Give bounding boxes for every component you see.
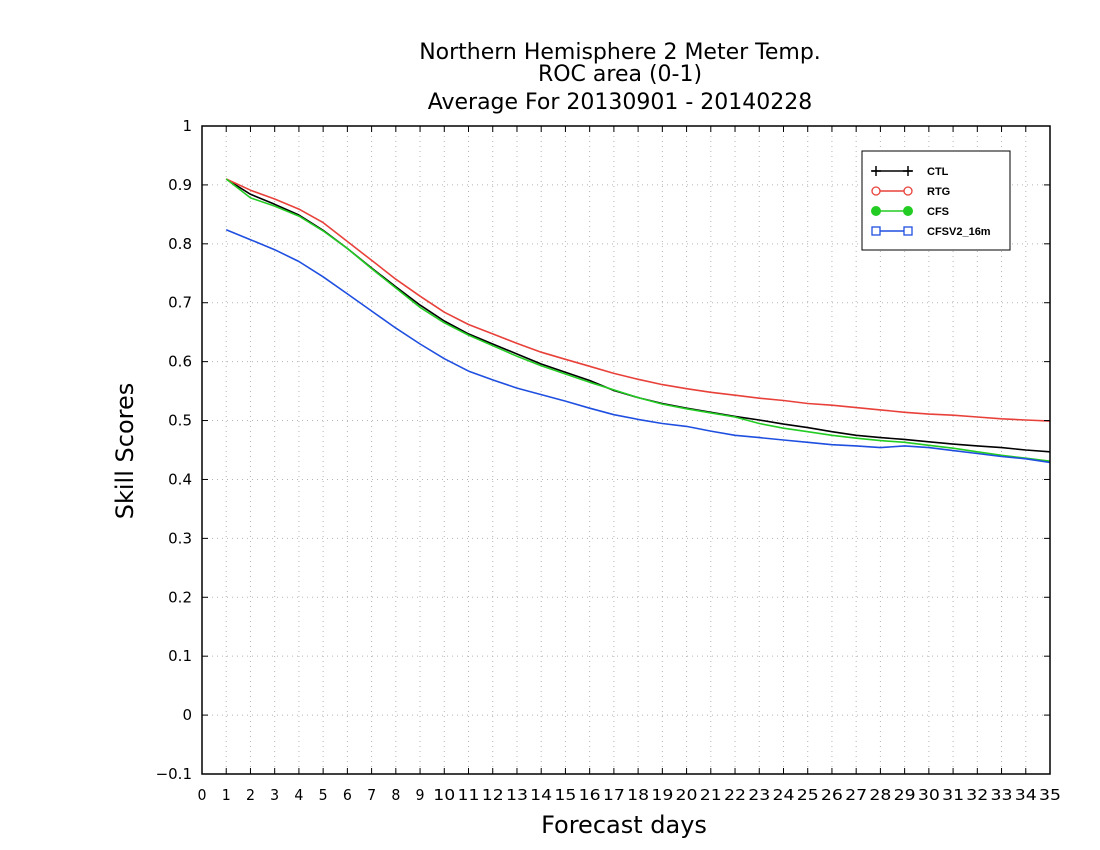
x-tick-label: 24 [772, 786, 794, 804]
x-tick-label: 12 [482, 786, 504, 804]
x-tick-label: 34 [1015, 786, 1037, 804]
x-tick-label: 28 [869, 786, 891, 804]
legend-marker-square-open [871, 226, 881, 236]
x-tick-label: 19 [651, 786, 673, 804]
x-tick-label: 13 [506, 786, 528, 804]
x-tick-label: 11 [458, 786, 480, 804]
chart-title-line-1: Northern Hemisphere 2 Meter Temp. [419, 40, 821, 65]
x-tick-label: 2 [246, 786, 255, 804]
x-tick-label: 29 [894, 786, 916, 804]
x-tick-label: 26 [821, 786, 843, 804]
legend-marker-plus [871, 166, 881, 176]
x-tick-label: 15 [554, 786, 576, 804]
x-tick-label: 32 [966, 786, 988, 804]
legend: CTL RTG CFS CFSV2_16m [861, 150, 1011, 251]
legend-marker-circle-open [903, 186, 913, 196]
y-tick-label: 0.3 [168, 529, 192, 547]
x-tick-label: 23 [748, 786, 770, 804]
y-tick-label: 0.7 [168, 294, 192, 312]
x-tick-label: 17 [603, 786, 625, 804]
axis-ticks: 0 1 2 3 4 5 6 7 8 9 10 11 12 13 14 15 16 17 18 19 20 21 22 23 24… [156, 117, 1061, 804]
x-tick-label: 7 [367, 786, 376, 804]
legend-marker-circle-open [871, 186, 881, 196]
x-tick-label: 21 [700, 786, 722, 804]
x-tick-label: 18 [627, 786, 649, 804]
x-tick-label: 31 [942, 786, 964, 804]
legend-label: CTL [927, 166, 949, 178]
y-axis-label: Skill Scores [111, 383, 139, 520]
y-tick-label: 0.8 [168, 235, 192, 253]
legend-box [861, 150, 1011, 251]
y-tick-label: 0.2 [168, 588, 192, 606]
series-line-cfs [225, 178, 1051, 462]
legend-marker-circle-filled [903, 206, 913, 216]
legend-items: CTL RTG CFS CFSV2_16m [871, 166, 991, 238]
legend-marker-plus [903, 166, 913, 176]
series-lines [225, 178, 1051, 464]
x-tick-label: 3 [270, 786, 279, 804]
x-tick-label: 16 [579, 786, 601, 804]
x-tick-label: 33 [991, 786, 1013, 804]
y-tick-label: 1 [182, 117, 192, 135]
y-tick-label: 0.4 [168, 470, 192, 488]
legend-label: RTG [927, 186, 950, 198]
x-tick-label: 9 [416, 786, 425, 804]
y-tick-label: −0.1 [156, 765, 192, 783]
legend-label: CFS [927, 206, 949, 218]
series-line-rtg [225, 178, 1051, 422]
y-tick-label: 0.9 [168, 176, 192, 194]
x-tick-label: 10 [433, 786, 455, 804]
x-tick-label: 14 [530, 786, 552, 804]
x-tick-label: 4 [294, 786, 303, 804]
x-tick-label: 30 [918, 786, 940, 804]
x-tick-label: 6 [343, 786, 352, 804]
x-tick-label: 35 [1039, 786, 1061, 804]
x-tick-label: 27 [845, 786, 867, 804]
chart-title-line-3: Average For 20130901 - 20140228 [428, 90, 813, 115]
y-tick-label: 0.5 [168, 412, 192, 430]
legend-marker-circle-filled [871, 206, 881, 216]
y-tick-label: 0.6 [168, 353, 192, 371]
grid-lines [202, 126, 1050, 774]
x-tick-label: 25 [797, 786, 819, 804]
chart-title-line-2: ROC area (0-1) [538, 62, 702, 87]
x-tick-label: 0 [198, 786, 207, 804]
x-axis-label: Forecast days [541, 811, 707, 839]
y-tick-label: 0.1 [168, 647, 192, 665]
y-tick-label: 0 [182, 706, 192, 724]
legend-label: CFSV2_16m [927, 226, 991, 238]
x-tick-label: 8 [391, 786, 400, 804]
x-tick-label: 22 [724, 786, 746, 804]
plot-area-border [201, 125, 1051, 775]
series-line-cfsv2-16m [225, 228, 1051, 464]
x-tick-label: 5 [319, 786, 328, 804]
x-tick-label: 20 [676, 786, 698, 804]
x-tick-label: 1 [222, 786, 231, 804]
legend-marker-square-open [903, 226, 913, 236]
